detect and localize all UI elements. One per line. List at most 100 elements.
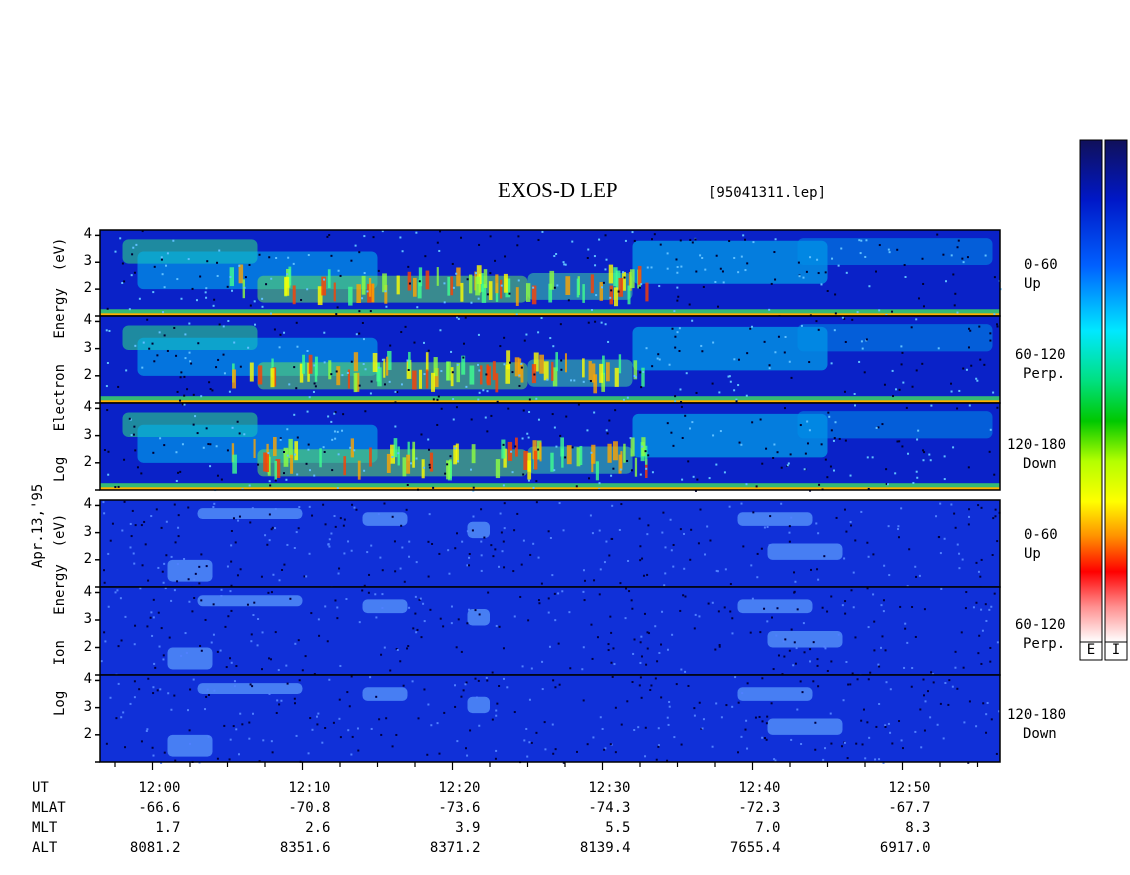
intensity-band [767,543,843,560]
noise-speckle [286,682,289,685]
noise-speckle [189,688,192,691]
noise-speckle [575,750,578,753]
noise-speckle [370,727,373,730]
burst-mark [613,287,619,307]
burst-mark [371,283,375,303]
noise-speckle [475,696,478,699]
noise-speckle [689,558,692,561]
noise-speckle [681,478,684,481]
burst-mark [393,438,398,458]
ephemeris-alt-value: 8351.6 [279,840,331,856]
noise-speckle [961,257,964,260]
noise-speckle [156,354,159,357]
noise-speckle [140,740,143,743]
noise-speckle [144,543,147,546]
noise-speckle [179,399,182,402]
noise-speckle [691,319,694,322]
noise-speckle [638,517,641,520]
noise-speckle [160,526,163,529]
noise-speckle [942,253,945,256]
noise-speckle [234,541,237,544]
noise-speckle [962,261,965,264]
noise-speckle [313,364,316,367]
noise-speckle [152,692,155,695]
noise-speckle [363,584,366,587]
noise-speckle [448,572,451,575]
noise-speckle [247,346,250,349]
noise-speckle [485,373,488,376]
noise-speckle [522,409,525,412]
noise-speckle [413,341,416,344]
noise-speckle [134,449,137,452]
noise-speckle [257,618,260,621]
noise-speckle [235,728,238,731]
burst-mark [495,373,499,393]
noise-speckle [994,508,997,511]
noise-speckle [180,654,183,657]
noise-speckle [794,662,797,665]
noise-speckle [800,742,803,745]
noise-speckle [985,731,988,734]
noise-speckle [470,301,473,304]
noise-speckle [400,524,403,527]
noise-speckle [480,569,483,572]
noise-speckle [296,436,299,439]
panel-label-i-perp: 60-120 Perp. [1015,616,1066,654]
burst-mark [608,264,614,284]
noise-speckle [363,469,366,472]
noise-speckle [672,444,675,447]
noise-speckle [745,719,748,722]
noise-speckle [664,546,667,549]
noise-speckle [716,570,719,573]
noise-speckle [591,532,594,535]
noise-speckle [553,286,556,289]
noise-speckle [161,570,164,573]
noise-speckle [338,698,341,701]
noise-speckle [704,268,707,271]
noise-speckle [530,667,533,670]
ephemeris-ut-value: 12:00 [138,780,181,796]
noise-speckle [683,532,686,535]
noise-speckle [986,701,989,704]
noise-speckle [136,466,139,469]
noise-speckle [504,255,507,258]
noise-speckle [336,306,339,309]
noise-speckle [350,259,353,262]
noise-speckle [923,451,926,454]
noise-speckle [131,253,134,256]
noise-speckle [184,357,187,360]
noise-speckle [163,286,166,289]
noise-speckle [802,276,805,279]
noise-speckle [239,568,242,571]
y-tick-label: 3 [83,523,92,540]
noise-speckle [477,297,480,300]
noise-speckle [165,554,168,557]
noise-speckle [817,328,820,331]
noise-speckle [884,649,887,652]
burst-mark [605,362,610,382]
noise-speckle [914,635,917,638]
noise-speckle [361,589,364,592]
noise-speckle [903,666,906,669]
noise-speckle [249,521,252,524]
noise-speckle [250,640,253,643]
noise-speckle [865,338,868,341]
noise-speckle [922,459,925,462]
noise-speckle [295,734,298,737]
noise-speckle [378,718,381,721]
burst-mark [595,461,599,481]
noise-speckle [860,510,863,513]
noise-speckle [750,564,753,567]
noise-speckle [993,276,996,279]
noise-speckle [252,614,255,617]
burst-mark [618,277,624,297]
noise-speckle [657,745,660,748]
noise-speckle [220,588,223,591]
noise-speckle [264,534,267,537]
noise-speckle [944,682,947,685]
noise-speckle [937,347,940,350]
noise-speckle [650,684,653,687]
noise-speckle [867,555,870,558]
noise-speckle [246,603,249,606]
noise-speckle [679,609,682,612]
